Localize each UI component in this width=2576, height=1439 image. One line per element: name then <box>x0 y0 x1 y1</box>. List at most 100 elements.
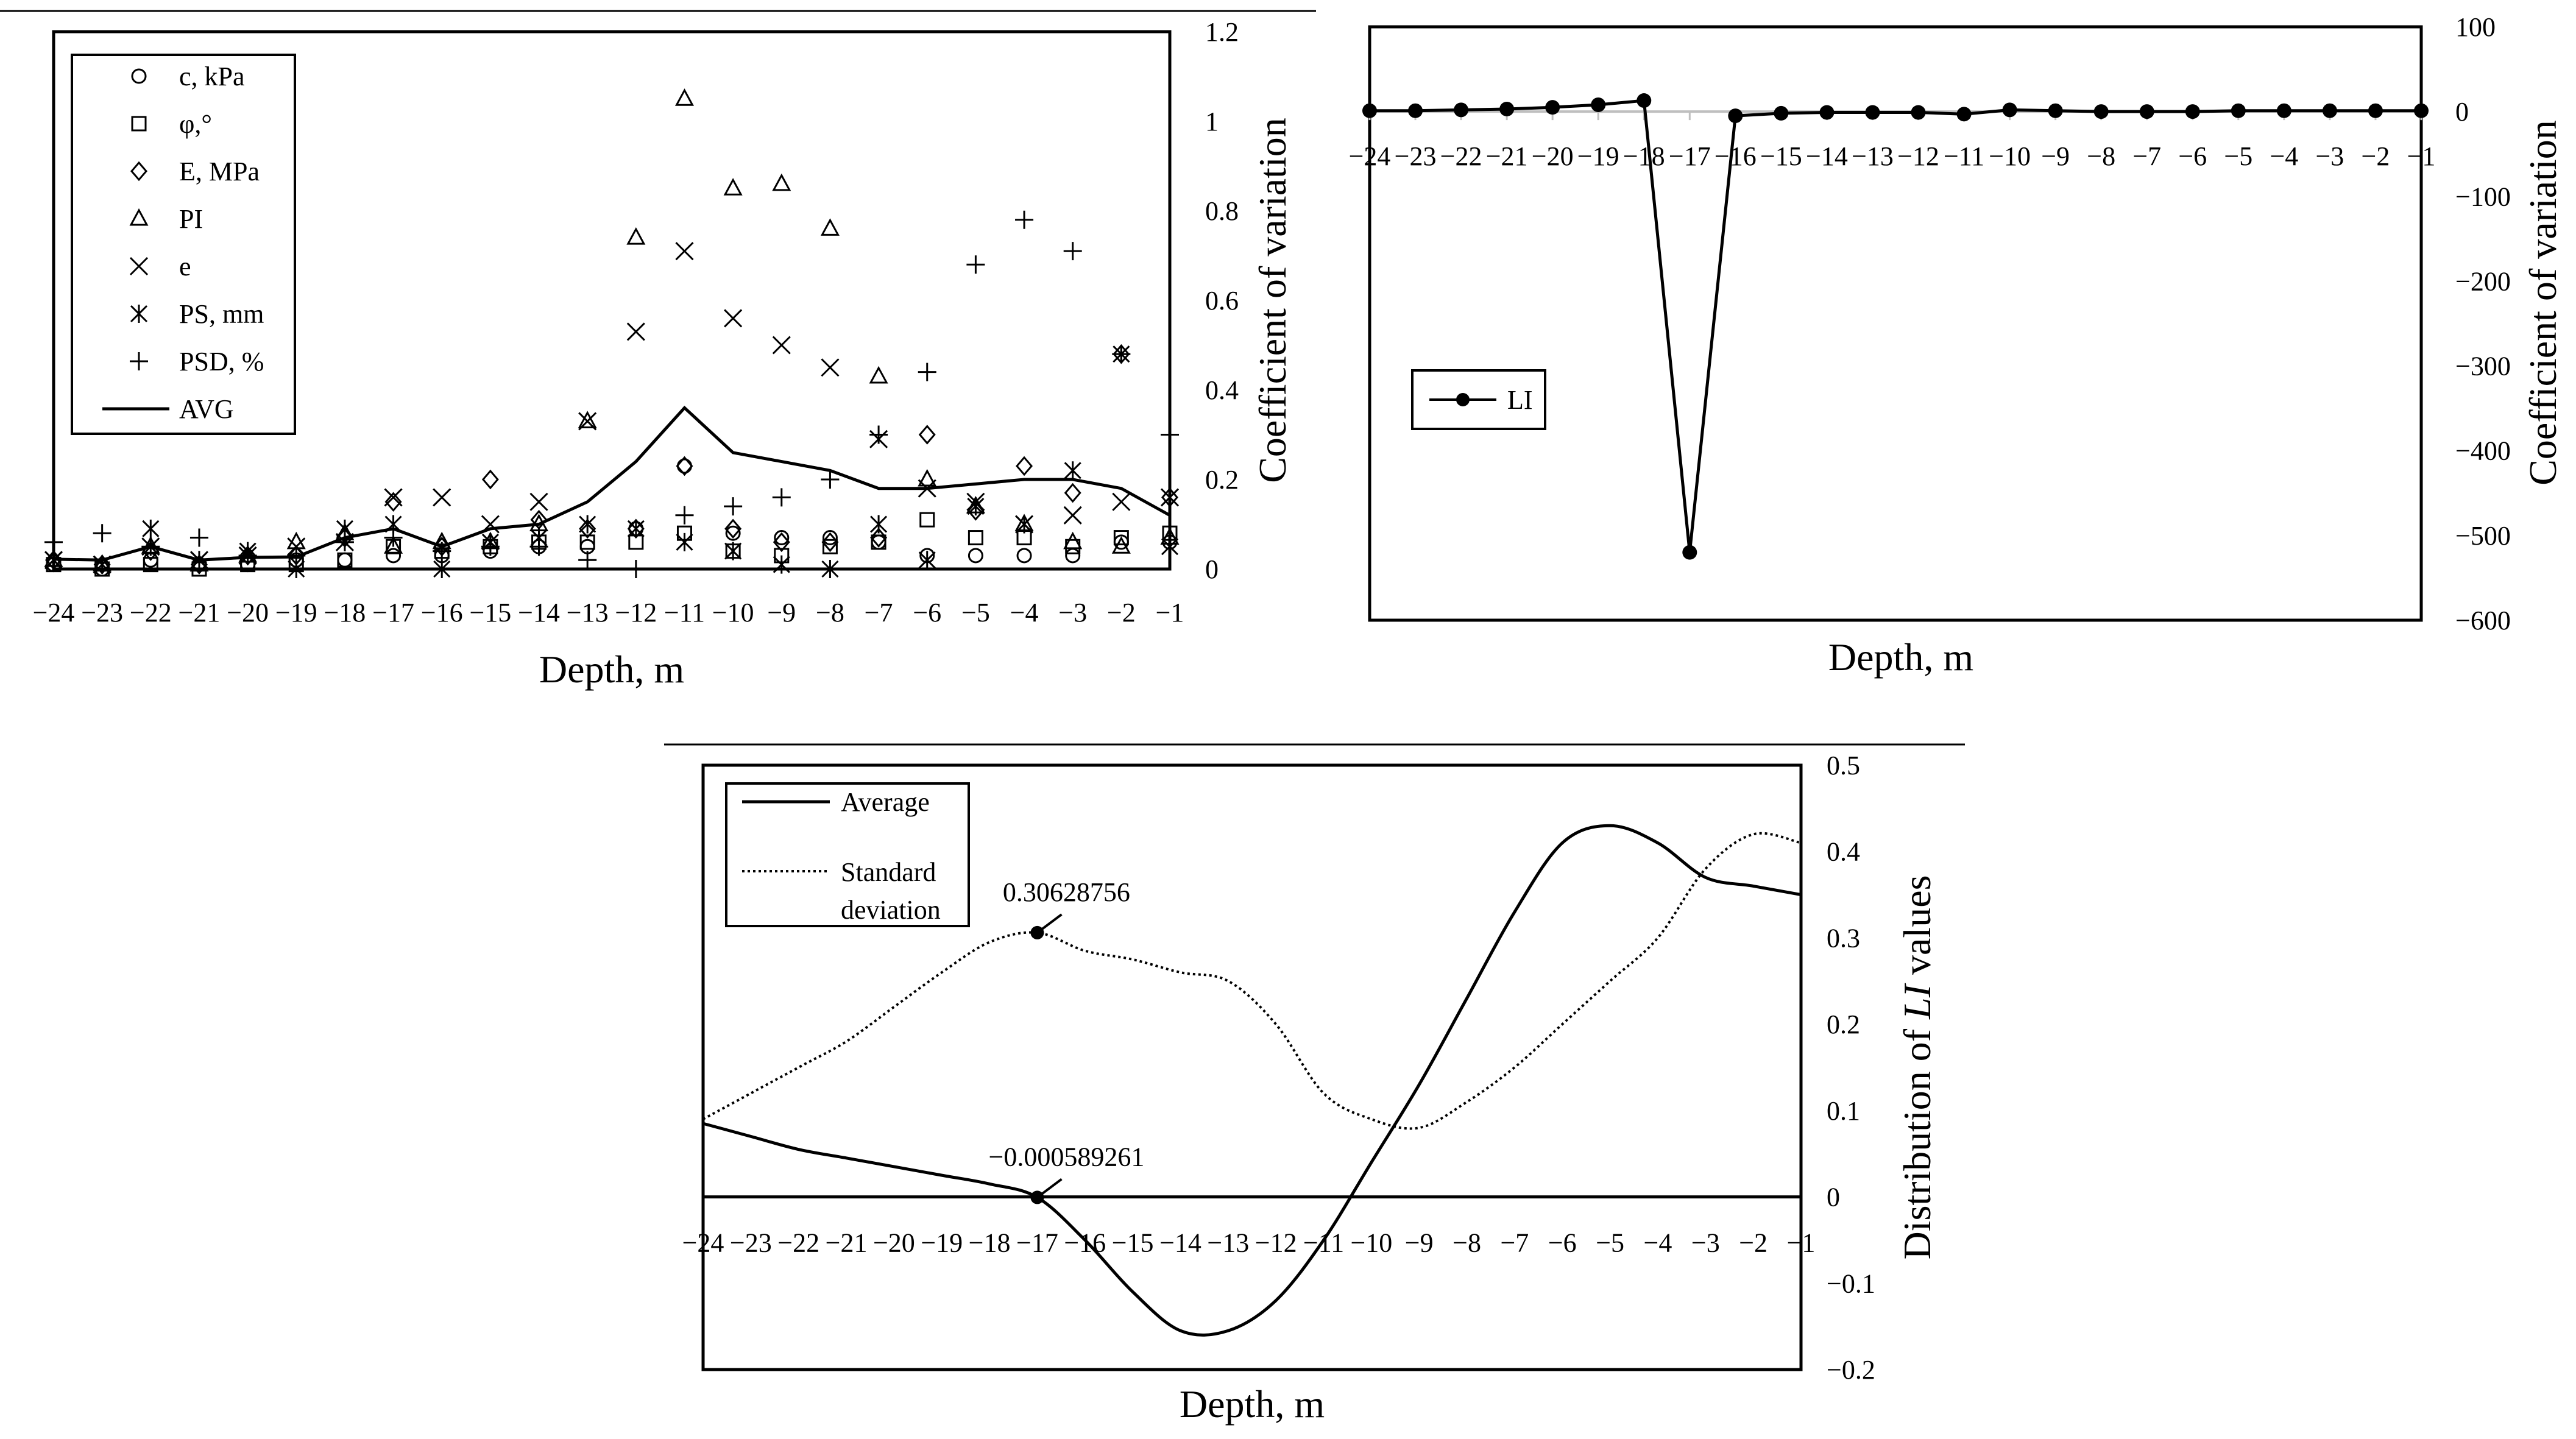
chart-b-legend-marker <box>1456 393 1470 406</box>
chart-a-point-plus <box>918 362 936 381</box>
chart-b-x-tick-label: −16 <box>1714 141 1757 171</box>
chart-a-x-tick-label: −2 <box>1107 598 1136 628</box>
chart-c-x-tick-label: −20 <box>873 1228 915 1258</box>
chart-a-point-asterisk <box>773 555 790 574</box>
chart-b-y-tick-label: −400 <box>2455 436 2511 466</box>
chart-c-y-tick-label: 0.4 <box>1827 837 1860 867</box>
chart-c-x-tick-label: −7 <box>1500 1228 1529 1258</box>
chart-c-annotation-label: −0.000589261 <box>989 1142 1145 1172</box>
chart-a-point-circle <box>822 530 838 546</box>
chart-a-legend-label: AVG <box>179 394 234 424</box>
chart-a-point-asterisk <box>967 497 985 516</box>
chart-a-point-square <box>919 512 935 528</box>
chart-c-y-tick-label: 0.3 <box>1827 923 1860 953</box>
chart-b-x-axis-title: Depth, m <box>1828 635 1973 679</box>
chart-b-x-tick-label: −22 <box>1440 141 1482 171</box>
chart-b-x-tick-label: −19 <box>1577 141 1619 171</box>
chart-a-x-tick-label: −24 <box>33 598 75 628</box>
chart-a-point-asterisk <box>870 515 888 534</box>
chart-c-y-tick-label: −0.1 <box>1827 1268 1875 1298</box>
chart-c-x-tick-label: −8 <box>1453 1228 1481 1258</box>
chart-a-point-circle <box>774 530 790 546</box>
chart-a-point-plus <box>1063 242 1082 261</box>
chart-a-point-plus <box>821 470 840 489</box>
chart-c-x-tick-label: −16 <box>1064 1228 1106 1258</box>
chart-b-y-tick-label: −200 <box>2455 266 2511 296</box>
chart-a-x-tick-label: −14 <box>518 598 560 628</box>
chart-b-li-point <box>2185 104 2200 119</box>
chart-b-marks <box>1362 93 2429 560</box>
chart-a-point-triangle <box>820 218 840 236</box>
chart-b-plot-frame <box>1368 25 2423 622</box>
chart-b-x-tick-label: −15 <box>1760 141 1802 171</box>
chart-b-x-tick-label: −7 <box>2132 141 2161 171</box>
chart-a-legend-marker-plus <box>130 352 148 370</box>
chart-b-li-point <box>1819 105 1835 120</box>
chart-a-point-asterisk <box>142 519 160 538</box>
chart-c-y-tick-label: 0 <box>1827 1183 1840 1212</box>
chart-c-x-tick-label: −3 <box>1691 1228 1720 1258</box>
chart-c-annotation-leader <box>1036 1178 1063 1199</box>
chart-b-li-point <box>2368 103 2383 118</box>
chart-a-point-asterisk <box>821 560 839 578</box>
chart-b-y-axis-title: Coefficient of variation <box>2521 120 2564 486</box>
chart-c-x-tick-label: −13 <box>1207 1228 1249 1258</box>
chart-b-y-tick-label: 0 <box>2455 97 2469 127</box>
chart-b-li-point <box>1499 101 1515 116</box>
chart-a-point-plus <box>529 537 548 556</box>
chart-c-x-tick-label: −24 <box>682 1228 724 1258</box>
chart-a-point-square <box>579 534 595 550</box>
chart-c-y-title-start: Distribution of <box>1895 1028 1939 1259</box>
chart-a-x-tick-label: −10 <box>712 598 754 628</box>
chart-a-point-diamond <box>821 532 839 553</box>
chart-a-point-x <box>384 488 403 507</box>
chart-c-legend-stddev-label-line2: deviation <box>841 895 941 925</box>
chart-a-x-tick-label: −4 <box>1010 598 1039 628</box>
chart-a-x-tick-label: −17 <box>372 598 414 628</box>
chart-a-legend-marker-diamond <box>130 161 147 182</box>
chart-b-x-tick-label: −21 <box>1486 141 1528 171</box>
chart-a-point-diamond <box>676 456 693 476</box>
chart-a-legend-marker-x <box>129 256 149 276</box>
chart-a-legend: c, kPa φ,° E, MPa PI e PS, mm PSD, % AVG <box>71 54 296 435</box>
chart-a-x-tick-label: −20 <box>227 598 269 628</box>
chart-c-legend-stddev-label-line1: Standard <box>841 857 936 887</box>
chart-a-point-asterisk <box>676 532 693 551</box>
chart-a-legend-label: c, kPa <box>179 62 245 91</box>
chart-a-point-x <box>626 322 645 341</box>
chart-c-y-title-end: values <box>1895 875 1939 975</box>
chart-a-point-diamond <box>190 554 208 575</box>
chart-c-annotation-label: 0.30628756 <box>1003 877 1130 907</box>
chart-a-legend-label: PSD, % <box>179 347 264 377</box>
chart-a-point-plus <box>1112 345 1131 364</box>
chart-a-x-tick-label: −9 <box>767 598 796 628</box>
chart-a-legend-label: PS, mm <box>179 299 264 329</box>
chart-a-point-plus <box>724 497 743 516</box>
chart-c-li-distribution-chart: −24 −23 −22 −21 −20 −19 −18 −17 −16 −15 −14 −13 −12−… <box>682 751 1939 1426</box>
chart-a-point-plus <box>578 551 597 570</box>
chart-a-point-asterisk <box>627 519 645 538</box>
chart-a-point-triangle <box>723 178 743 196</box>
chart-a-point-diamond <box>1064 483 1081 503</box>
chart-a-x-tick-label: −16 <box>421 598 463 628</box>
chart-b-li-point <box>2231 103 2246 118</box>
chart-a-point-diamond <box>530 509 548 530</box>
chart-c-y-tick-label: 0.2 <box>1827 1009 1860 1039</box>
chart-a-point-triangle <box>626 227 646 245</box>
chart-c-x-axis-title: Depth, m <box>1180 1382 1325 1426</box>
chart-a-point-diamond <box>918 425 936 445</box>
chart-a-point-plus <box>1015 210 1034 229</box>
chart-a-point-circle <box>337 552 353 568</box>
chart-c-plot-frame <box>701 763 1803 1371</box>
chart-a-point-x <box>529 492 548 511</box>
chart-a-point-circle <box>1016 548 1032 564</box>
chart-b-x-tick-label: −10 <box>1989 141 2031 171</box>
chart-a-point-asterisk <box>433 560 451 578</box>
chart-a-point-triangle <box>1111 536 1131 554</box>
chart-a-x-tick-label: −13 <box>567 598 609 628</box>
chart-b-li-point <box>1454 102 1469 118</box>
chart-a-point-x <box>821 358 840 377</box>
chart-c-y-tick-label: 0.1 <box>1827 1096 1860 1126</box>
chart-b-y-tick-label: −300 <box>2455 352 2511 381</box>
chart-a-point-triangle <box>772 173 791 191</box>
